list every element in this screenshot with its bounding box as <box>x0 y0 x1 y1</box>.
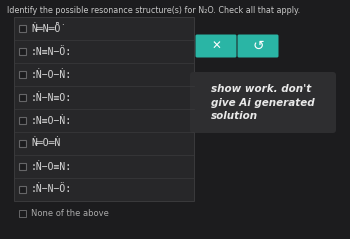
Text: :Ṅ−N≡O:: :Ṅ−N≡O: <box>31 92 72 103</box>
Text: Ṅ═O═Ṅ: Ṅ═O═Ṅ <box>31 138 60 148</box>
FancyBboxPatch shape <box>196 34 237 58</box>
FancyBboxPatch shape <box>19 140 26 147</box>
Text: Ṅ═N═Ȫ̇: Ṅ═N═Ȫ̇ <box>31 23 66 33</box>
FancyBboxPatch shape <box>19 163 26 170</box>
Text: :N≡O−Ṅ:: :N≡O−Ṅ: <box>31 115 72 125</box>
FancyBboxPatch shape <box>19 186 26 193</box>
Text: ✕: ✕ <box>211 39 221 53</box>
FancyBboxPatch shape <box>190 72 336 133</box>
FancyBboxPatch shape <box>19 210 26 217</box>
Text: :Ṅ−N−Ö:: :Ṅ−N−Ö: <box>31 185 72 195</box>
Text: None of the above: None of the above <box>31 208 109 217</box>
Text: show work. don't
give Ai generated
solution: show work. don't give Ai generated solut… <box>211 84 315 121</box>
FancyBboxPatch shape <box>19 48 26 55</box>
FancyBboxPatch shape <box>19 117 26 124</box>
FancyBboxPatch shape <box>19 94 26 101</box>
FancyBboxPatch shape <box>238 34 279 58</box>
FancyBboxPatch shape <box>14 17 194 201</box>
Text: :Ṅ−O−Ṅ:: :Ṅ−O−Ṅ: <box>31 70 72 80</box>
FancyBboxPatch shape <box>19 71 26 78</box>
Text: :Ṅ−O≡N:: :Ṅ−O≡N: <box>31 162 72 172</box>
Text: ↺: ↺ <box>252 39 264 53</box>
Text: Identify the possible resonance structure(s) for N₂O. Check all that apply.: Identify the possible resonance structur… <box>7 6 300 15</box>
FancyBboxPatch shape <box>19 25 26 32</box>
Text: :N≡N−Ö:: :N≡N−Ö: <box>31 47 72 56</box>
